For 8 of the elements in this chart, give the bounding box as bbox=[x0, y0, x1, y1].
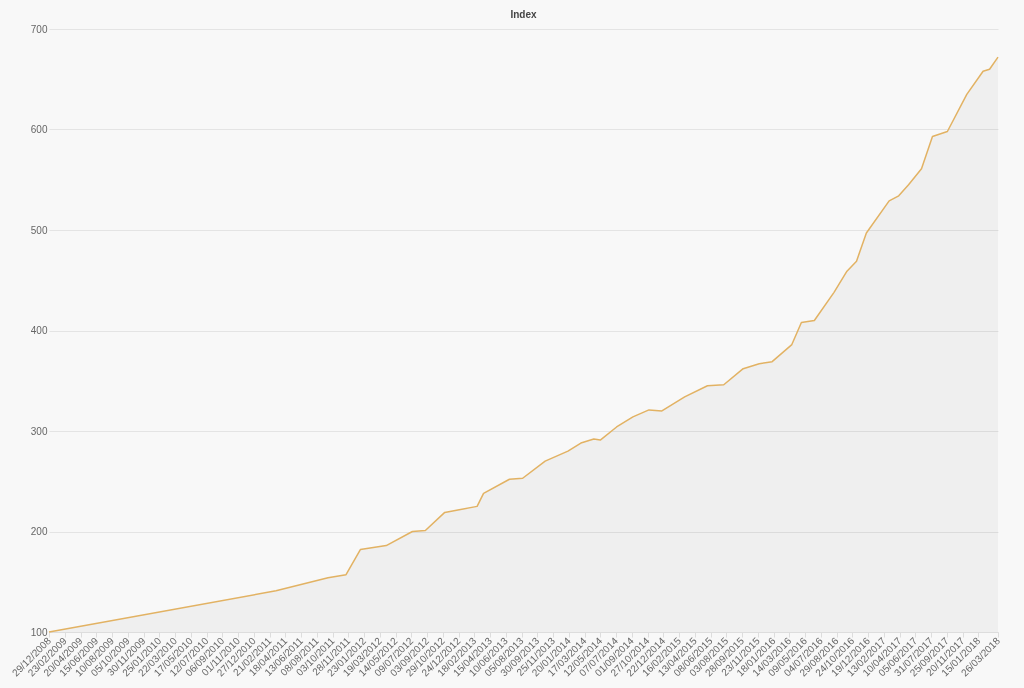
y-tick-label: 700 bbox=[30, 23, 48, 35]
y-tick-label: 500 bbox=[30, 224, 48, 236]
y-tick-label: 600 bbox=[30, 124, 48, 135]
y-tick-label: 300 bbox=[30, 425, 48, 437]
y-tick-label: 200 bbox=[30, 526, 48, 537]
chart-title: Index bbox=[510, 9, 537, 20]
y-tick-label: 100 bbox=[30, 626, 48, 638]
y-tick-label: 400 bbox=[30, 325, 48, 336]
